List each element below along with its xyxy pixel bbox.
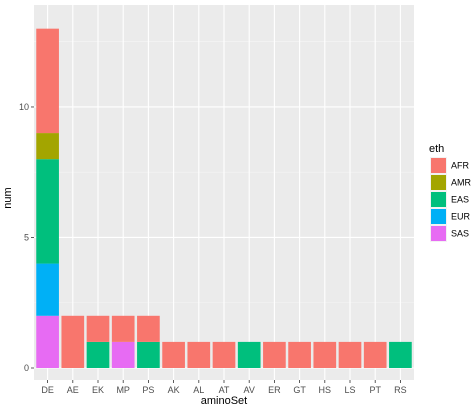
legend-label-AFR: AFR	[451, 161, 470, 171]
legend-swatch-AFR	[431, 158, 446, 173]
bar-PS-EAS	[137, 341, 160, 368]
y-axis: 0 5 10	[19, 102, 34, 373]
bar-ER-AFR	[263, 341, 286, 368]
y-tick-label: 10	[19, 102, 29, 112]
legend-swatch-EUR	[431, 209, 446, 224]
x-tick-label: PS	[142, 385, 154, 395]
bar-GT-AFR	[288, 341, 311, 368]
x-tick-label: AK	[168, 385, 180, 395]
x-tick-label: EK	[92, 385, 104, 395]
x-axis: DE AE EK MP PS AK AL AT AV ER GT HS LS PT RS	[41, 380, 407, 395]
y-axis-title: num	[2, 187, 14, 208]
bar-DE-AFR	[36, 28, 59, 134]
x-tick-label: MP	[116, 385, 130, 395]
bar-DE-EAS	[36, 159, 59, 264]
x-tick-label: GT	[293, 385, 306, 395]
legend-swatch-EAS	[431, 192, 446, 207]
bar-AV-EAS	[237, 341, 261, 368]
bar-DE-AMR	[36, 133, 59, 160]
x-tick-label: AL	[193, 385, 204, 395]
legend: eth AFR AMR EAS EUR SAS	[429, 143, 472, 242]
bar-AL-AFR	[187, 341, 211, 368]
y-tick-label: 0	[24, 363, 29, 373]
x-tick-label: LS	[344, 385, 355, 395]
bars	[36, 28, 412, 368]
y-tick-label: 5	[24, 232, 29, 242]
bar-MP-AFR	[111, 315, 135, 342]
x-tick-label: HS	[319, 385, 332, 395]
bar-MP-SAS	[111, 341, 135, 368]
x-tick-label: AT	[219, 385, 230, 395]
bar-PT-AFR	[363, 341, 387, 368]
bar-DE-SAS	[36, 315, 59, 368]
bar-DE-EUR	[36, 263, 59, 316]
legend-swatch-AMR	[431, 175, 446, 190]
x-axis-title: aminoSet	[201, 395, 247, 407]
bar-HS-AFR	[313, 341, 337, 368]
bar-EK-AFR	[86, 315, 110, 342]
bar-AK-AFR	[162, 341, 185, 368]
x-tick-label: AE	[67, 385, 79, 395]
x-tick-label: DE	[41, 385, 54, 395]
bar-AT-AFR	[212, 341, 236, 368]
legend-label-EAS: EAS	[451, 195, 469, 205]
legend-title: eth	[429, 143, 444, 155]
bar-PS-AFR	[137, 315, 160, 342]
bar-EK-EAS	[86, 341, 110, 368]
legend-label-AMR: AMR	[451, 178, 472, 188]
bar-RS-EAS	[389, 341, 412, 368]
legend-swatch-SAS	[431, 226, 446, 241]
bar-LS-AFR	[338, 341, 362, 368]
x-tick-label: PT	[369, 385, 381, 395]
x-tick-label: ER	[268, 385, 281, 395]
legend-label-EUR: EUR	[451, 212, 471, 222]
legend-label-SAS: SAS	[451, 229, 469, 239]
x-tick-label: RS	[394, 385, 407, 395]
bar-AE-AFR	[61, 315, 85, 368]
x-tick-label: AV	[244, 385, 255, 395]
